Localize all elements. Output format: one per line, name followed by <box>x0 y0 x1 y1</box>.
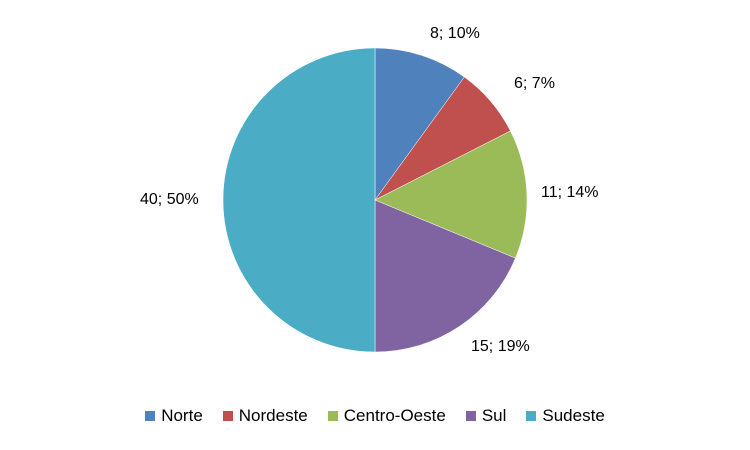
legend-item-norte: Norte <box>145 406 203 426</box>
legend-item-centro-oeste: Centro-Oeste <box>327 406 446 426</box>
legend-item-nordeste: Nordeste <box>222 406 308 426</box>
legend-label: Centro-Oeste <box>343 406 446 425</box>
legend-label: Norte <box>161 406 203 425</box>
pie-slice-sudeste <box>222 47 376 353</box>
pie-slice-norte <box>374 47 465 201</box>
legend-item-sul: Sul <box>465 406 507 426</box>
data-label-sudeste: 40; 50% <box>140 191 199 208</box>
data-label-sul: 15; 19% <box>471 338 530 355</box>
data-label-nordeste: 6; 7% <box>514 75 555 92</box>
legend: Norte Nordeste Centro-Oeste Sul Sudeste <box>0 406 750 426</box>
pie-chart <box>222 47 528 353</box>
pie-slice-sul <box>374 199 516 353</box>
legend-swatch-icon <box>145 411 156 421</box>
legend-label: Sudeste <box>542 406 605 425</box>
legend-swatch-icon <box>327 411 338 421</box>
legend-swatch-icon <box>526 411 537 421</box>
legend-swatch-icon <box>465 411 476 421</box>
legend-label: Sul <box>481 406 507 425</box>
legend-item-sudeste: Sudeste <box>526 406 605 426</box>
legend-label: Nordeste <box>238 406 308 425</box>
legend-swatch-icon <box>222 411 233 421</box>
data-label-centro-oeste: 11; 14% <box>541 184 599 201</box>
data-label-norte: 8; 10% <box>430 25 480 42</box>
pie-slice-centro-oeste <box>374 130 528 259</box>
